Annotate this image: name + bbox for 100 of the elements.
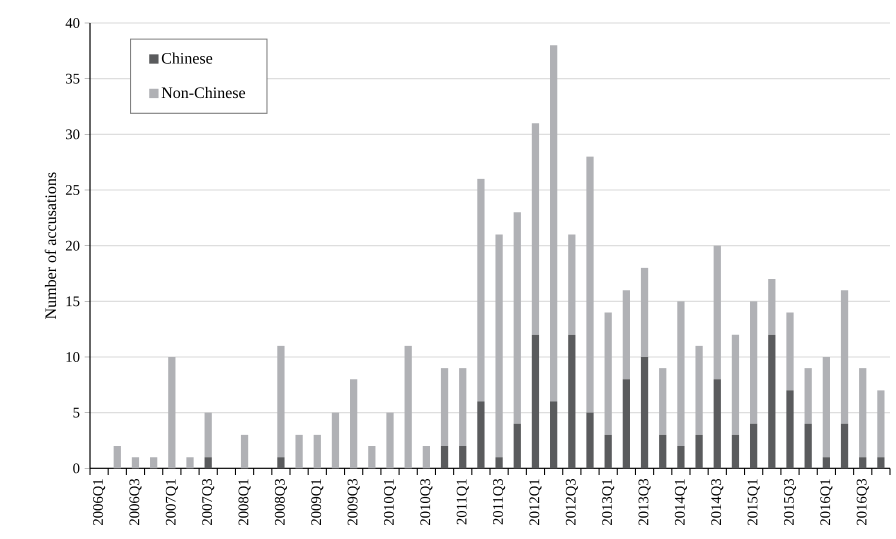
- bar: [568, 334, 576, 468]
- bar: [204, 412, 212, 458]
- bar: [622, 379, 630, 468]
- y-tick-label: 35: [66, 74, 80, 84]
- bar: [640, 268, 648, 357]
- bar: [150, 457, 158, 468]
- y-tick-label: 30: [66, 129, 80, 140]
- bar: [732, 334, 740, 435]
- y-axis-title: Number of accusations: [44, 172, 56, 319]
- bar: [404, 346, 412, 468]
- bar: [659, 368, 666, 435]
- bar: [604, 434, 612, 468]
- bar: [114, 446, 121, 468]
- bar: [514, 424, 521, 468]
- bar: [640, 356, 648, 468]
- bar: [168, 356, 176, 468]
- bar: [786, 390, 794, 468]
- bar: [786, 312, 794, 390]
- bar: [877, 390, 885, 458]
- bar: [495, 457, 503, 468]
- bar: [477, 402, 485, 468]
- bar: [732, 434, 740, 468]
- x-tick-label: 2010Q1: [384, 479, 396, 525]
- bar: [204, 457, 212, 468]
- bar: [604, 312, 612, 435]
- bar: [550, 45, 558, 402]
- bar: [695, 434, 703, 468]
- bar: [840, 424, 848, 468]
- legend-label: Non-Chinese: [162, 86, 246, 98]
- y-tick-label: 15: [66, 296, 80, 306]
- x-tick-label: 2014Q3: [711, 478, 724, 525]
- bar: [277, 346, 285, 458]
- bar: [568, 234, 576, 335]
- bar: [295, 434, 303, 468]
- bar: [714, 246, 721, 380]
- legend-label: Chinese: [162, 52, 212, 64]
- x-tick-label: 2014Q1: [674, 479, 687, 525]
- x-tick-label: 2011Q1: [456, 479, 469, 524]
- bar: [768, 334, 776, 468]
- bar: [822, 457, 830, 468]
- bar: [659, 434, 666, 468]
- bar: [332, 412, 340, 468]
- y-tick-label: 40: [66, 18, 80, 28]
- bar: [422, 446, 430, 468]
- bar: [840, 290, 848, 424]
- y-tick-label: 0: [73, 463, 80, 474]
- bar: [368, 446, 376, 468]
- bar: [859, 457, 866, 468]
- bar: [768, 279, 776, 335]
- bar: [714, 379, 721, 468]
- bar: [440, 368, 448, 446]
- y-tick-label: 25: [66, 185, 80, 195]
- bar: [695, 346, 703, 435]
- bar: [750, 301, 758, 424]
- x-tick-label: 2008Q3: [274, 478, 287, 525]
- x-tick-label: 2006Q1: [93, 479, 106, 525]
- bar: [532, 123, 540, 335]
- bar: [622, 290, 630, 380]
- bar: [804, 368, 812, 424]
- bar: [859, 368, 866, 458]
- bar: [350, 379, 358, 468]
- x-tick-label: 2013Q3: [638, 478, 651, 525]
- bar: [677, 301, 685, 446]
- x-tick-label: 2013Q1: [602, 479, 614, 525]
- bar: [532, 334, 540, 468]
- y-tick-label: 5: [73, 408, 80, 418]
- bar: [877, 457, 885, 468]
- bar: [804, 424, 812, 468]
- x-tick-label: 2008Q1: [238, 479, 251, 525]
- y-tick-label: 10: [66, 352, 80, 362]
- x-tick-label: 2012Q1: [529, 479, 542, 525]
- x-tick-label: 2015Q3: [784, 478, 796, 525]
- x-tick-label: 2006Q3: [129, 478, 142, 525]
- bar: [459, 368, 466, 446]
- bar: [822, 356, 830, 458]
- x-tick-label: 2007Q1: [166, 479, 178, 525]
- bar: [386, 412, 394, 468]
- bar: [550, 402, 558, 468]
- x-tick-label: 2016Q3: [856, 478, 869, 525]
- bar: [132, 457, 140, 468]
- bar: [277, 457, 285, 468]
- x-tick-label: 2015Q1: [748, 479, 760, 525]
- bar: [586, 412, 594, 468]
- bar: [459, 446, 466, 468]
- bar: [477, 178, 485, 402]
- x-tick-label: 2011Q3: [493, 478, 506, 524]
- bar: [586, 156, 594, 413]
- bar: [514, 212, 521, 424]
- bar: [314, 434, 321, 468]
- bar: [240, 434, 248, 468]
- bar: [440, 446, 448, 468]
- x-tick-label: 2009Q1: [311, 479, 324, 525]
- x-tick-label: 2007Q3: [202, 478, 214, 525]
- x-tick-label: 2009Q3: [348, 478, 360, 525]
- x-tick-label: 2010Q3: [420, 478, 432, 525]
- x-tick-label: 2016Q1: [820, 479, 832, 525]
- bar: [677, 446, 685, 468]
- x-tick-label: 2012Q3: [566, 478, 578, 525]
- bar: [750, 424, 758, 468]
- y-tick-label: 20: [66, 240, 80, 251]
